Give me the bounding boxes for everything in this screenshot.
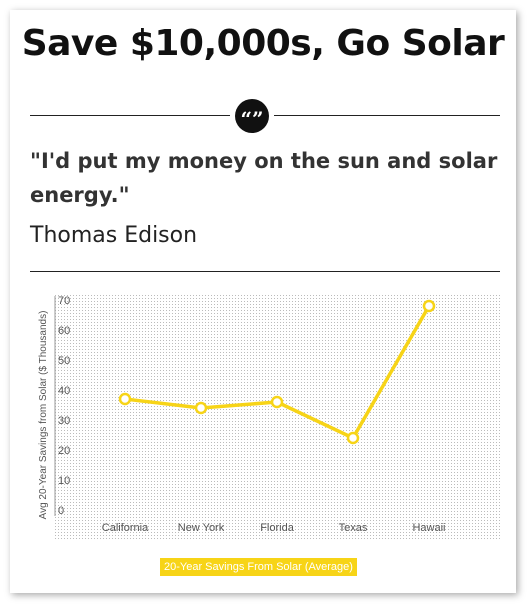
x-tick-label-california: California: [102, 522, 149, 534]
y-tick-label-30: 30: [58, 415, 70, 427]
quote-text: "I'd put my money on the sun and solar e…: [30, 149, 498, 207]
data-point-florida: [270, 395, 284, 409]
quote-divider-right: [274, 115, 500, 116]
x-tick-label-florida: Florida: [260, 522, 295, 534]
page-title: Save $10,000s, Go Solar: [21, 23, 505, 64]
data-point-hawaii: [422, 299, 436, 313]
chart-divider: [30, 271, 500, 272]
quote-author: Thomas Edison: [30, 223, 198, 248]
y-tick-label-50: 50: [58, 355, 70, 367]
quote-marks-icon: “”: [235, 99, 269, 133]
y-tick-label-40: 40: [58, 385, 70, 397]
y-tick-label-70: 70: [58, 295, 70, 307]
y-axis-label: Avg 20-Year Savings from Solar ($ Thousa…: [38, 311, 49, 520]
infographic-card: Save $10,000s, Go Solar “” "I'd put my m…: [10, 10, 516, 593]
line-chart: 0 10 20 30 40 50 60 70 Avg 20-Year Savings from …: [38, 295, 500, 540]
y-tick-label-60: 60: [58, 325, 70, 337]
data-point-new-york: [194, 401, 208, 415]
data-point-texas: [346, 431, 360, 445]
x-tick-label-texas: Texas: [339, 522, 368, 534]
data-point-california: [118, 392, 132, 406]
y-tick-label-10: 10: [58, 475, 70, 487]
legend-entry: 20-Year Savings From Solar (Average): [160, 558, 357, 576]
quote-divider-left: [30, 115, 230, 116]
x-tick-label-new-york: New York: [178, 522, 225, 534]
y-tick-label-0: 0: [58, 505, 64, 517]
plot-grid: [55, 295, 500, 540]
x-tick-label-hawaii: Hawaii: [412, 522, 445, 534]
y-tick-label-20: 20: [58, 445, 70, 457]
